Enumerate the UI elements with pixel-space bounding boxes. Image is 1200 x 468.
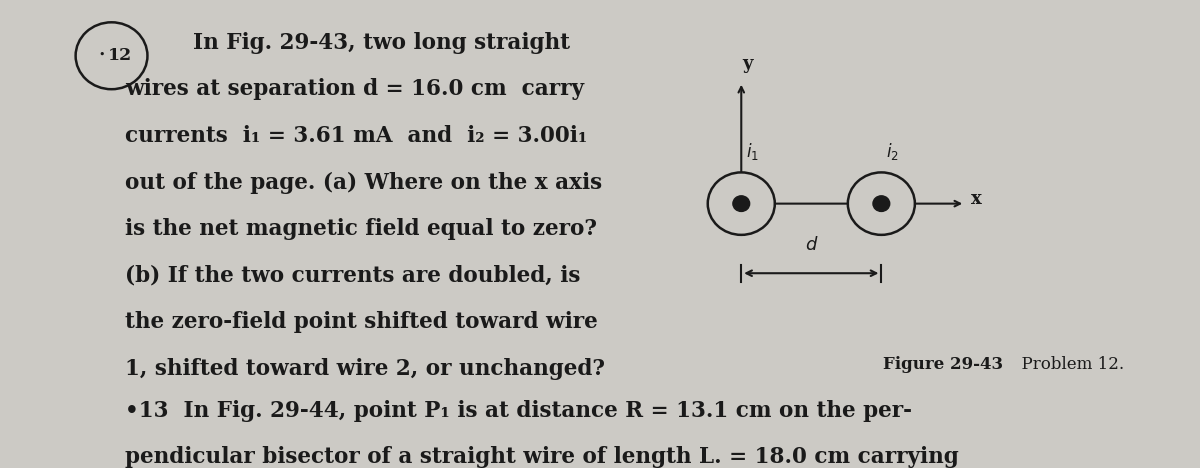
Text: In Fig. 29-43, two long straight: In Fig. 29-43, two long straight xyxy=(193,32,570,54)
Text: (b) If the two currents are doubled, is: (b) If the two currents are doubled, is xyxy=(125,264,580,286)
Text: Problem 12.: Problem 12. xyxy=(1012,356,1124,373)
Text: $d$: $d$ xyxy=(804,236,818,254)
Text: 12: 12 xyxy=(108,47,132,64)
Text: •: • xyxy=(98,50,106,60)
Text: the zero-field point shifted toward wire: the zero-field point shifted toward wire xyxy=(125,311,598,333)
Ellipse shape xyxy=(872,196,889,212)
Text: Figure 29-43: Figure 29-43 xyxy=(883,356,1003,373)
Ellipse shape xyxy=(708,172,775,235)
Text: y: y xyxy=(742,55,752,73)
Text: is the net magnetic field equal to zero?: is the net magnetic field equal to zero? xyxy=(125,218,596,240)
Text: wires at separation d = 16.0 cm  carry: wires at separation d = 16.0 cm carry xyxy=(125,78,583,100)
Ellipse shape xyxy=(733,196,750,212)
Text: $i_1$: $i_1$ xyxy=(746,141,760,162)
Text: currents  i₁ = 3.61 mA  and  i₂ = 3.00i₁: currents i₁ = 3.61 mA and i₂ = 3.00i₁ xyxy=(125,125,587,147)
Ellipse shape xyxy=(848,172,914,235)
Text: $i_2$: $i_2$ xyxy=(886,141,899,162)
Text: out of the page. (a) Where on the x axis: out of the page. (a) Where on the x axis xyxy=(125,171,602,194)
Text: •13  In Fig. 29-44, point P₁ is at distance R = 13.1 cm on the per-: •13 In Fig. 29-44, point P₁ is at distan… xyxy=(125,400,912,422)
Text: 1, shifted toward wire 2, or unchanged?: 1, shifted toward wire 2, or unchanged? xyxy=(125,358,605,380)
Text: pendicular bisector of a straight wire of length L. = 18.0 cm carrying: pendicular bisector of a straight wire o… xyxy=(125,446,959,468)
Text: x: x xyxy=(971,190,982,208)
